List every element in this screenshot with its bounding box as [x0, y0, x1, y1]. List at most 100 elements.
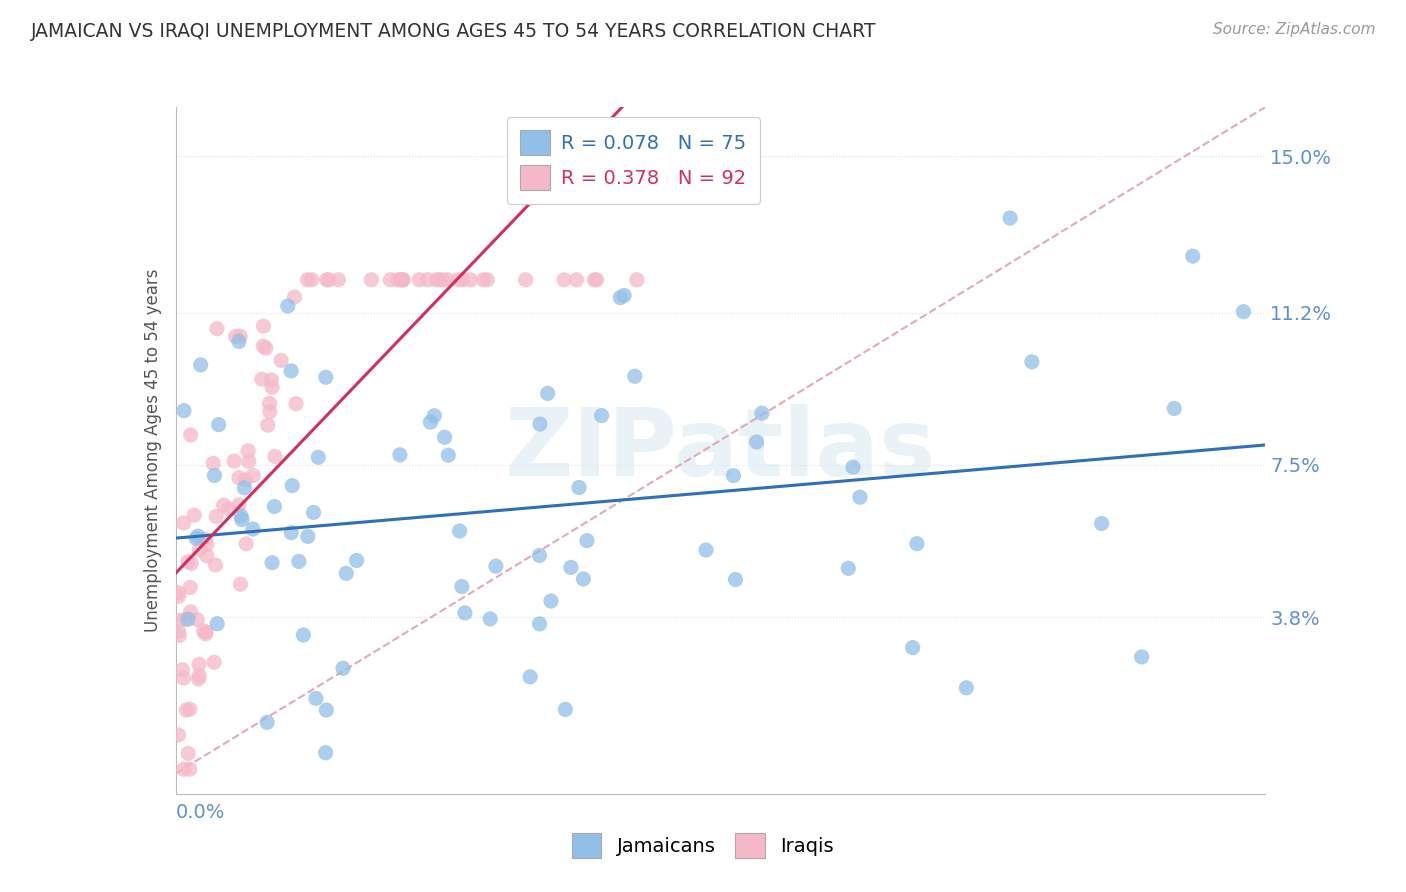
Point	[183, 508, 205, 523]
Y-axis label: Unemployment Among Ages 45 to 54 years: Unemployment Among Ages 45 to 54 years	[143, 268, 162, 632]
Point	[529, 417, 551, 431]
Point	[553, 273, 575, 287]
Point	[167, 590, 190, 604]
Point	[745, 435, 768, 450]
Point	[437, 448, 460, 462]
Point	[391, 273, 413, 287]
Point	[229, 577, 252, 591]
Point	[305, 691, 328, 706]
Point	[167, 728, 190, 742]
Point	[204, 558, 226, 572]
Point	[177, 612, 200, 626]
Point	[554, 702, 576, 716]
Point	[260, 373, 283, 387]
Point	[195, 549, 218, 563]
Point	[205, 509, 228, 524]
Point	[315, 370, 337, 384]
Point	[180, 556, 202, 570]
Point	[479, 612, 502, 626]
Point	[477, 273, 499, 287]
Point	[228, 498, 250, 512]
Point	[187, 529, 209, 543]
Point	[837, 561, 859, 575]
Point	[212, 498, 235, 512]
Text: JAMAICAN VS IRAQI UNEMPLOYMENT AMONG AGES 45 TO 54 YEARS CORRELATION CHART: JAMAICAN VS IRAQI UNEMPLOYMENT AMONG AGE…	[31, 22, 876, 41]
Point	[250, 372, 273, 386]
Point	[568, 480, 591, 494]
Point	[167, 624, 190, 639]
Point	[205, 322, 228, 336]
Point	[179, 762, 201, 776]
Point	[437, 273, 460, 287]
Point	[259, 396, 281, 410]
Point	[186, 613, 208, 627]
Point	[202, 655, 225, 669]
Point	[315, 273, 337, 287]
Point	[173, 516, 195, 530]
Point	[583, 273, 606, 287]
Point	[560, 560, 582, 574]
Point	[1091, 516, 1114, 531]
Text: Source: ZipAtlas.com: Source: ZipAtlas.com	[1212, 22, 1375, 37]
Point	[167, 585, 190, 599]
Point	[433, 430, 456, 444]
Point	[285, 397, 308, 411]
Point	[236, 443, 259, 458]
Point	[167, 614, 190, 628]
Point	[454, 606, 477, 620]
Point	[218, 502, 240, 516]
Point	[193, 624, 215, 638]
Point	[190, 358, 212, 372]
Point	[751, 406, 773, 420]
Point	[297, 529, 319, 543]
Point	[179, 702, 201, 716]
Point	[288, 554, 311, 568]
Point	[388, 448, 411, 462]
Point	[423, 409, 446, 423]
Point	[460, 273, 482, 287]
Point	[519, 670, 541, 684]
Point	[180, 605, 202, 619]
Point	[195, 537, 218, 551]
Point	[177, 555, 200, 569]
Point	[315, 703, 337, 717]
Point	[315, 746, 337, 760]
Point	[202, 468, 225, 483]
Point	[262, 556, 284, 570]
Point	[172, 663, 194, 677]
Point	[235, 473, 257, 487]
Point	[260, 380, 283, 394]
Point	[180, 428, 202, 442]
Point	[408, 273, 430, 287]
Point	[529, 616, 551, 631]
Point	[451, 273, 474, 287]
Point	[955, 681, 977, 695]
Point	[849, 490, 872, 504]
Point	[264, 450, 287, 464]
Point	[202, 456, 225, 470]
Point	[225, 329, 247, 343]
Point	[229, 329, 252, 343]
Point	[623, 369, 645, 384]
Point	[277, 299, 299, 313]
Point	[238, 454, 260, 468]
Point	[723, 468, 745, 483]
Point	[173, 612, 195, 626]
Point	[1130, 649, 1153, 664]
Point	[208, 417, 231, 432]
Point	[179, 581, 201, 595]
Point	[419, 415, 441, 429]
Point	[259, 405, 281, 419]
Point	[281, 478, 304, 492]
Point	[609, 291, 631, 305]
Point	[297, 273, 319, 287]
Point	[426, 273, 449, 287]
Point	[328, 273, 350, 287]
Point	[231, 513, 253, 527]
Point	[998, 211, 1021, 226]
Point	[302, 506, 325, 520]
Point	[416, 273, 439, 287]
Point	[537, 386, 560, 401]
Point	[188, 542, 211, 557]
Point	[842, 460, 865, 475]
